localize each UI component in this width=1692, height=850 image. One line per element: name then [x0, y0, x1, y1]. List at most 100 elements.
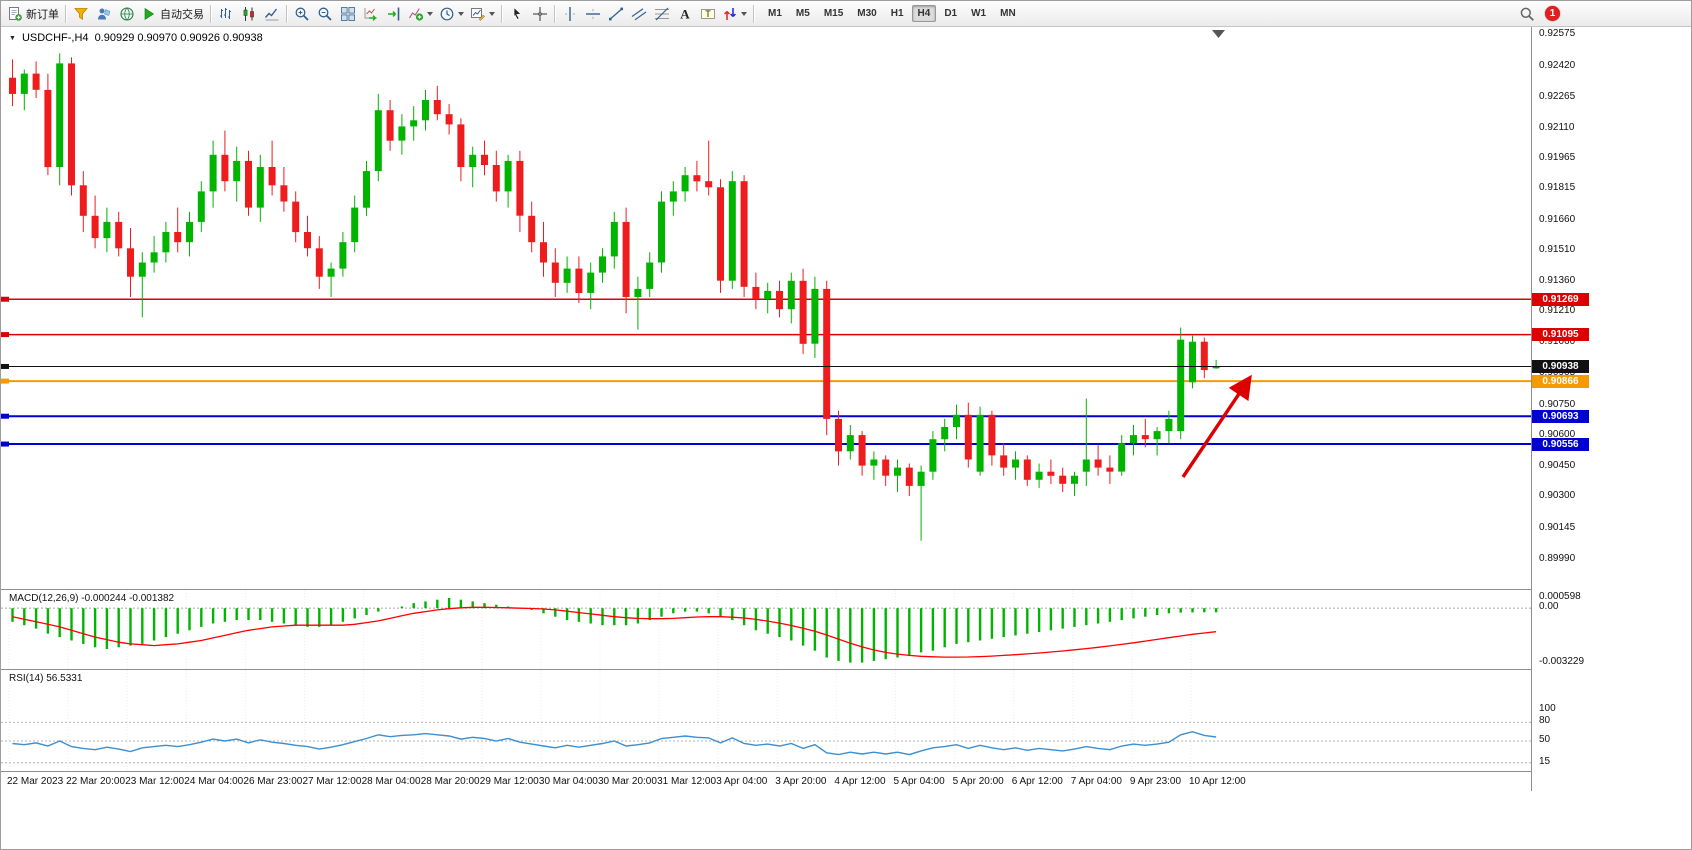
toolbar-separator — [501, 4, 502, 23]
chart-shift-icon — [387, 7, 399, 20]
market-watch-button[interactable] — [69, 3, 92, 24]
new-order-button[interactable]: 新订单 — [4, 3, 62, 24]
hline-price-tag: 0.90866 — [1532, 374, 1589, 388]
chart-title: ▼ USDCHF-,H4 0.90929 0.90970 0.90926 0.9… — [9, 32, 263, 44]
macd-chart[interactable] — [1, 590, 1531, 669]
candles-chart-icon — [243, 6, 254, 21]
trendline-icon — [608, 7, 623, 20]
auto-scroll-button[interactable] — [359, 3, 382, 24]
timeframe-bar: M1 M5 M15 M30 H1 H4 D1 W1 MN — [761, 5, 1023, 22]
time-axis-label: 27 Mar 12:00 — [302, 776, 362, 787]
toolbar-separator — [210, 4, 211, 23]
dropdown-caret-icon[interactable] — [458, 11, 464, 16]
auto-trading-button-label: 自动交易 — [160, 8, 204, 21]
main-chart-panel[interactable]: ▼ USDCHF-,H4 0.90929 0.90970 0.90926 0.9… — [1, 27, 1531, 589]
price-tick-label: 0.91815 — [1539, 182, 1576, 194]
macd-panel[interactable]: MACD(12,26,9) -0.000244 -0.001382 — [1, 589, 1531, 669]
hline-price-tag: 0.91269 — [1532, 292, 1589, 306]
chart-workspace: ▼ USDCHF-,H4 0.90929 0.90970 0.90926 0.9… — [1, 27, 1691, 849]
terminal-button[interactable] — [115, 3, 138, 24]
timeframe-mn-button[interactable]: MN — [1000, 8, 1016, 19]
rsi-tick-label: 15 — [1539, 755, 1551, 767]
chart-menu-icon[interactable]: ▼ — [9, 34, 16, 42]
time-axis-label: 26 Mar 23:00 — [243, 776, 303, 787]
time-axis-label: 30 Mar 04:00 — [538, 776, 598, 787]
indicators-button[interactable] — [405, 3, 436, 24]
periods-button[interactable] — [436, 3, 467, 24]
candlestick-mode-button[interactable] — [237, 3, 260, 24]
time-axis-label: 7 Apr 04:00 — [1070, 776, 1122, 787]
play-icon — [144, 7, 155, 20]
indicator-add-icon — [409, 7, 424, 21]
chart-shift-marker — [1212, 30, 1225, 38]
rsi-tick-label: 50 — [1539, 734, 1551, 745]
trendline-button[interactable] — [604, 3, 627, 24]
timeframe-h1-button[interactable]: H1 — [890, 8, 904, 19]
time-axis-label: 22 Mar 2023 — [7, 776, 64, 787]
zoom-out-button[interactable] — [313, 3, 336, 24]
channel-button[interactable] — [627, 3, 650, 24]
timeframe-m5-button[interactable]: M5 — [795, 8, 810, 19]
svg-text:T: T — [705, 8, 711, 18]
templates-button[interactable] — [467, 3, 498, 24]
trend-arrow-annotation — [1181, 374, 1252, 478]
rsi-panel[interactable]: RSI(14) 56.5331 — [1, 669, 1531, 771]
hline-price-tag: 0.90556 — [1532, 437, 1589, 451]
line-chart-mode-button[interactable] — [260, 3, 283, 24]
timeframe-m30-button[interactable]: M30 — [857, 8, 877, 19]
template-icon — [471, 7, 485, 21]
auto-trading-button[interactable]: 自动交易 — [138, 3, 207, 24]
rsi-chart[interactable] — [1, 670, 1531, 771]
time-axis-label: 29 Mar 12:00 — [479, 776, 539, 787]
time-axis[interactable]: 22 Mar 2023 22 Mar 20:00 23 Mar 12:00 24 Ma… — [1, 771, 1531, 791]
text-icon: A — [680, 6, 690, 21]
navigator-button[interactable] — [92, 3, 115, 24]
notification-badge[interactable]: 1 — [1545, 6, 1560, 21]
zoom-in-button[interactable] — [290, 3, 313, 24]
timeframe-m1-button[interactable]: M1 — [768, 8, 782, 19]
price-tick-label: 0.90300 — [1539, 490, 1576, 501]
toolbar-items: 新订单 自动交易 A T — [4, 1, 757, 26]
bar-chart-mode-button[interactable] — [214, 3, 237, 24]
cursor-button[interactable] — [505, 3, 528, 24]
candlestick-chart[interactable] — [1, 27, 1531, 589]
cursor-icon — [513, 6, 522, 20]
fibo-icon — [654, 7, 669, 20]
crosshair-icon — [532, 6, 547, 21]
time-axis-label: 5 Apr 04:00 — [893, 776, 945, 787]
chart-ohlc-values: 0.90929 0.90970 0.90926 0.90938 — [94, 32, 263, 44]
price-tick-label: 0.92265 — [1539, 91, 1576, 102]
chart-symbol-period: USDCHF-,H4 — [21, 32, 89, 44]
fibonacci-button[interactable] — [650, 3, 673, 24]
horizontal-line-button[interactable] — [581, 3, 604, 24]
timeframe-d1-button[interactable]: D1 — [944, 8, 958, 19]
vertical-line-button[interactable] — [558, 3, 581, 24]
navigator-icon — [97, 8, 110, 19]
timeframe-h4-button[interactable]: H4 — [911, 5, 937, 22]
search-button[interactable] — [1515, 3, 1538, 24]
svg-text:A: A — [680, 6, 690, 21]
price-tick-label: 0.91360 — [1539, 274, 1576, 286]
time-axis-label: 22 Mar 20:00 — [66, 776, 126, 787]
tile-windows-button[interactable] — [336, 3, 359, 24]
time-axis-label: 24 Mar 04:00 — [184, 776, 244, 787]
time-axis-label: 10 Apr 12:00 — [1189, 776, 1246, 787]
text-label-button[interactable]: T — [696, 3, 719, 24]
toolbar-separator — [286, 4, 287, 23]
price-tick-label: 0.91510 — [1539, 244, 1576, 256]
text-button[interactable]: A — [673, 3, 696, 24]
time-axis-label: 9 Apr 23:00 — [1129, 776, 1182, 787]
timeframe-m15-button[interactable]: M15 — [823, 8, 844, 19]
dropdown-caret-icon[interactable] — [489, 11, 495, 16]
arrows-button[interactable] — [719, 3, 750, 24]
dropdown-caret-icon[interactable] — [741, 11, 747, 16]
toolbar-separator — [753, 4, 754, 23]
price-axis[interactable]: 0.92575 0.92420 0.92265 0.92110 0.91965 0.918… — [1531, 27, 1691, 791]
dropdown-caret-icon[interactable] — [427, 11, 433, 16]
timeframe-w1-button[interactable]: W1 — [971, 8, 987, 19]
time-axis-label: 5 Apr 20:00 — [952, 776, 1004, 787]
chart-shift-button[interactable] — [382, 3, 405, 24]
crosshair-button[interactable] — [528, 3, 551, 24]
globe-icon — [119, 6, 134, 21]
